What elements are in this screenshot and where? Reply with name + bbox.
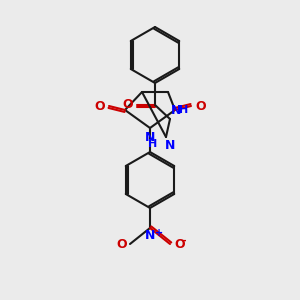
Text: O: O bbox=[122, 98, 133, 112]
Text: H: H bbox=[179, 105, 188, 115]
Text: N: N bbox=[165, 139, 175, 152]
Text: N: N bbox=[145, 131, 155, 144]
Text: N: N bbox=[171, 104, 181, 117]
Text: O: O bbox=[116, 238, 127, 250]
Text: O: O bbox=[94, 100, 105, 112]
Text: O: O bbox=[195, 100, 206, 112]
Text: N: N bbox=[145, 229, 155, 242]
Text: O: O bbox=[174, 238, 184, 250]
Text: +: + bbox=[155, 228, 163, 238]
Text: H: H bbox=[148, 139, 157, 149]
Text: -: - bbox=[181, 236, 186, 246]
